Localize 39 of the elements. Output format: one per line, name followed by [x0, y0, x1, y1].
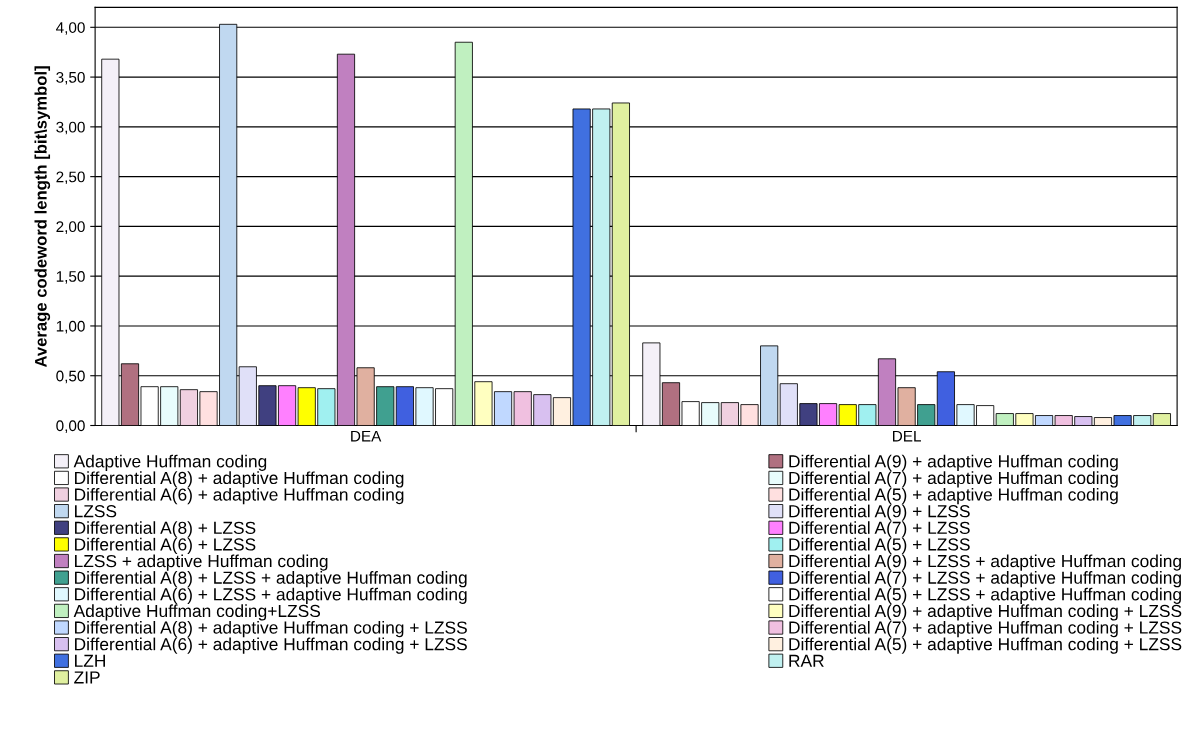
legend-label: Differential A(8) + LZSS + adaptive Huffman coding — [75, 571, 467, 588]
legend-label: Differential A(7) + adaptive Huffman coding — [789, 471, 1118, 488]
legend-label: Differential A(5) + adaptive Huffman coding + LZSS — [789, 637, 1182, 654]
legend-label: RAR — [789, 654, 824, 667]
legend-label: Differential A(9) + LZSS + adaptive Huffman coding — [789, 554, 1181, 571]
legend-label: Differential A(6) + adaptive Huffman coding — [75, 487, 404, 505]
legend-label: Adaptive Huffman coding — [73, 454, 267, 471]
legend-label: LZH — [75, 654, 105, 667]
y-tick-label: 1,50 — [56, 271, 85, 284]
y-tick-label: 0,00 — [56, 420, 85, 433]
legend-label: Differential A(6) + LZSS — [75, 537, 256, 555]
legend-label: Differential A(9) + adaptive Huffman coding + LZSS — [789, 604, 1182, 621]
legend-label: Differential A(9) + adaptive Huffman coding — [789, 454, 1118, 471]
legend-label: ZIP — [74, 671, 100, 684]
y-tick-label: 0,50 — [56, 370, 85, 384]
y-tick-label: 2,50 — [56, 171, 85, 185]
legend-label: Differential A(5) + adaptive Huffman coding — [789, 487, 1118, 505]
legend-label: LZSS + adaptive Huffman coding — [75, 554, 328, 571]
y-tick-label: 4,00 — [56, 22, 85, 35]
y-tick-label: 3,00 — [56, 121, 85, 135]
x-tick-label: DEL — [893, 430, 921, 442]
legend-label: Adaptive Huffman coding+LZSS — [73, 604, 321, 621]
legend-label: Differential A(6) + adaptive Huffman coding + LZSS — [75, 637, 467, 654]
legend-label: Differential A(8) + adaptive Huffman coding — [75, 471, 404, 488]
legend-label: Differential A(7) + LZSS — [789, 521, 970, 538]
legend-label: Differential A(5) + LZSS + adaptive Huffman coding — [789, 587, 1181, 604]
legend-label: Differential A(9) + LZSS — [789, 504, 970, 521]
y-tick-label: 2,00 — [56, 221, 85, 234]
y-axis-title: Average codeword length [bit\symbol] — [34, 66, 51, 368]
y-tick-label: 3,50 — [56, 71, 85, 85]
x-tick-label: DEA — [351, 430, 382, 442]
legend-label: Differential A(8) + adaptive Huffman coding + LZSS — [75, 620, 467, 638]
legend-label: Differential A(7) + adaptive Huffman coding + LZSS — [789, 620, 1182, 638]
y-tick-label: 1,00 — [56, 320, 85, 334]
legend-label: LZSS — [75, 505, 117, 518]
legend-label: Differential A(6) + LZSS + adaptive Huffman coding — [75, 587, 467, 604]
legend-label: Differential A(8) + LZSS — [75, 521, 256, 538]
legend-label: Differential A(7) + LZSS + adaptive Huffman coding — [789, 571, 1181, 588]
legend-label: Differential A(5) + LZSS — [789, 537, 970, 555]
